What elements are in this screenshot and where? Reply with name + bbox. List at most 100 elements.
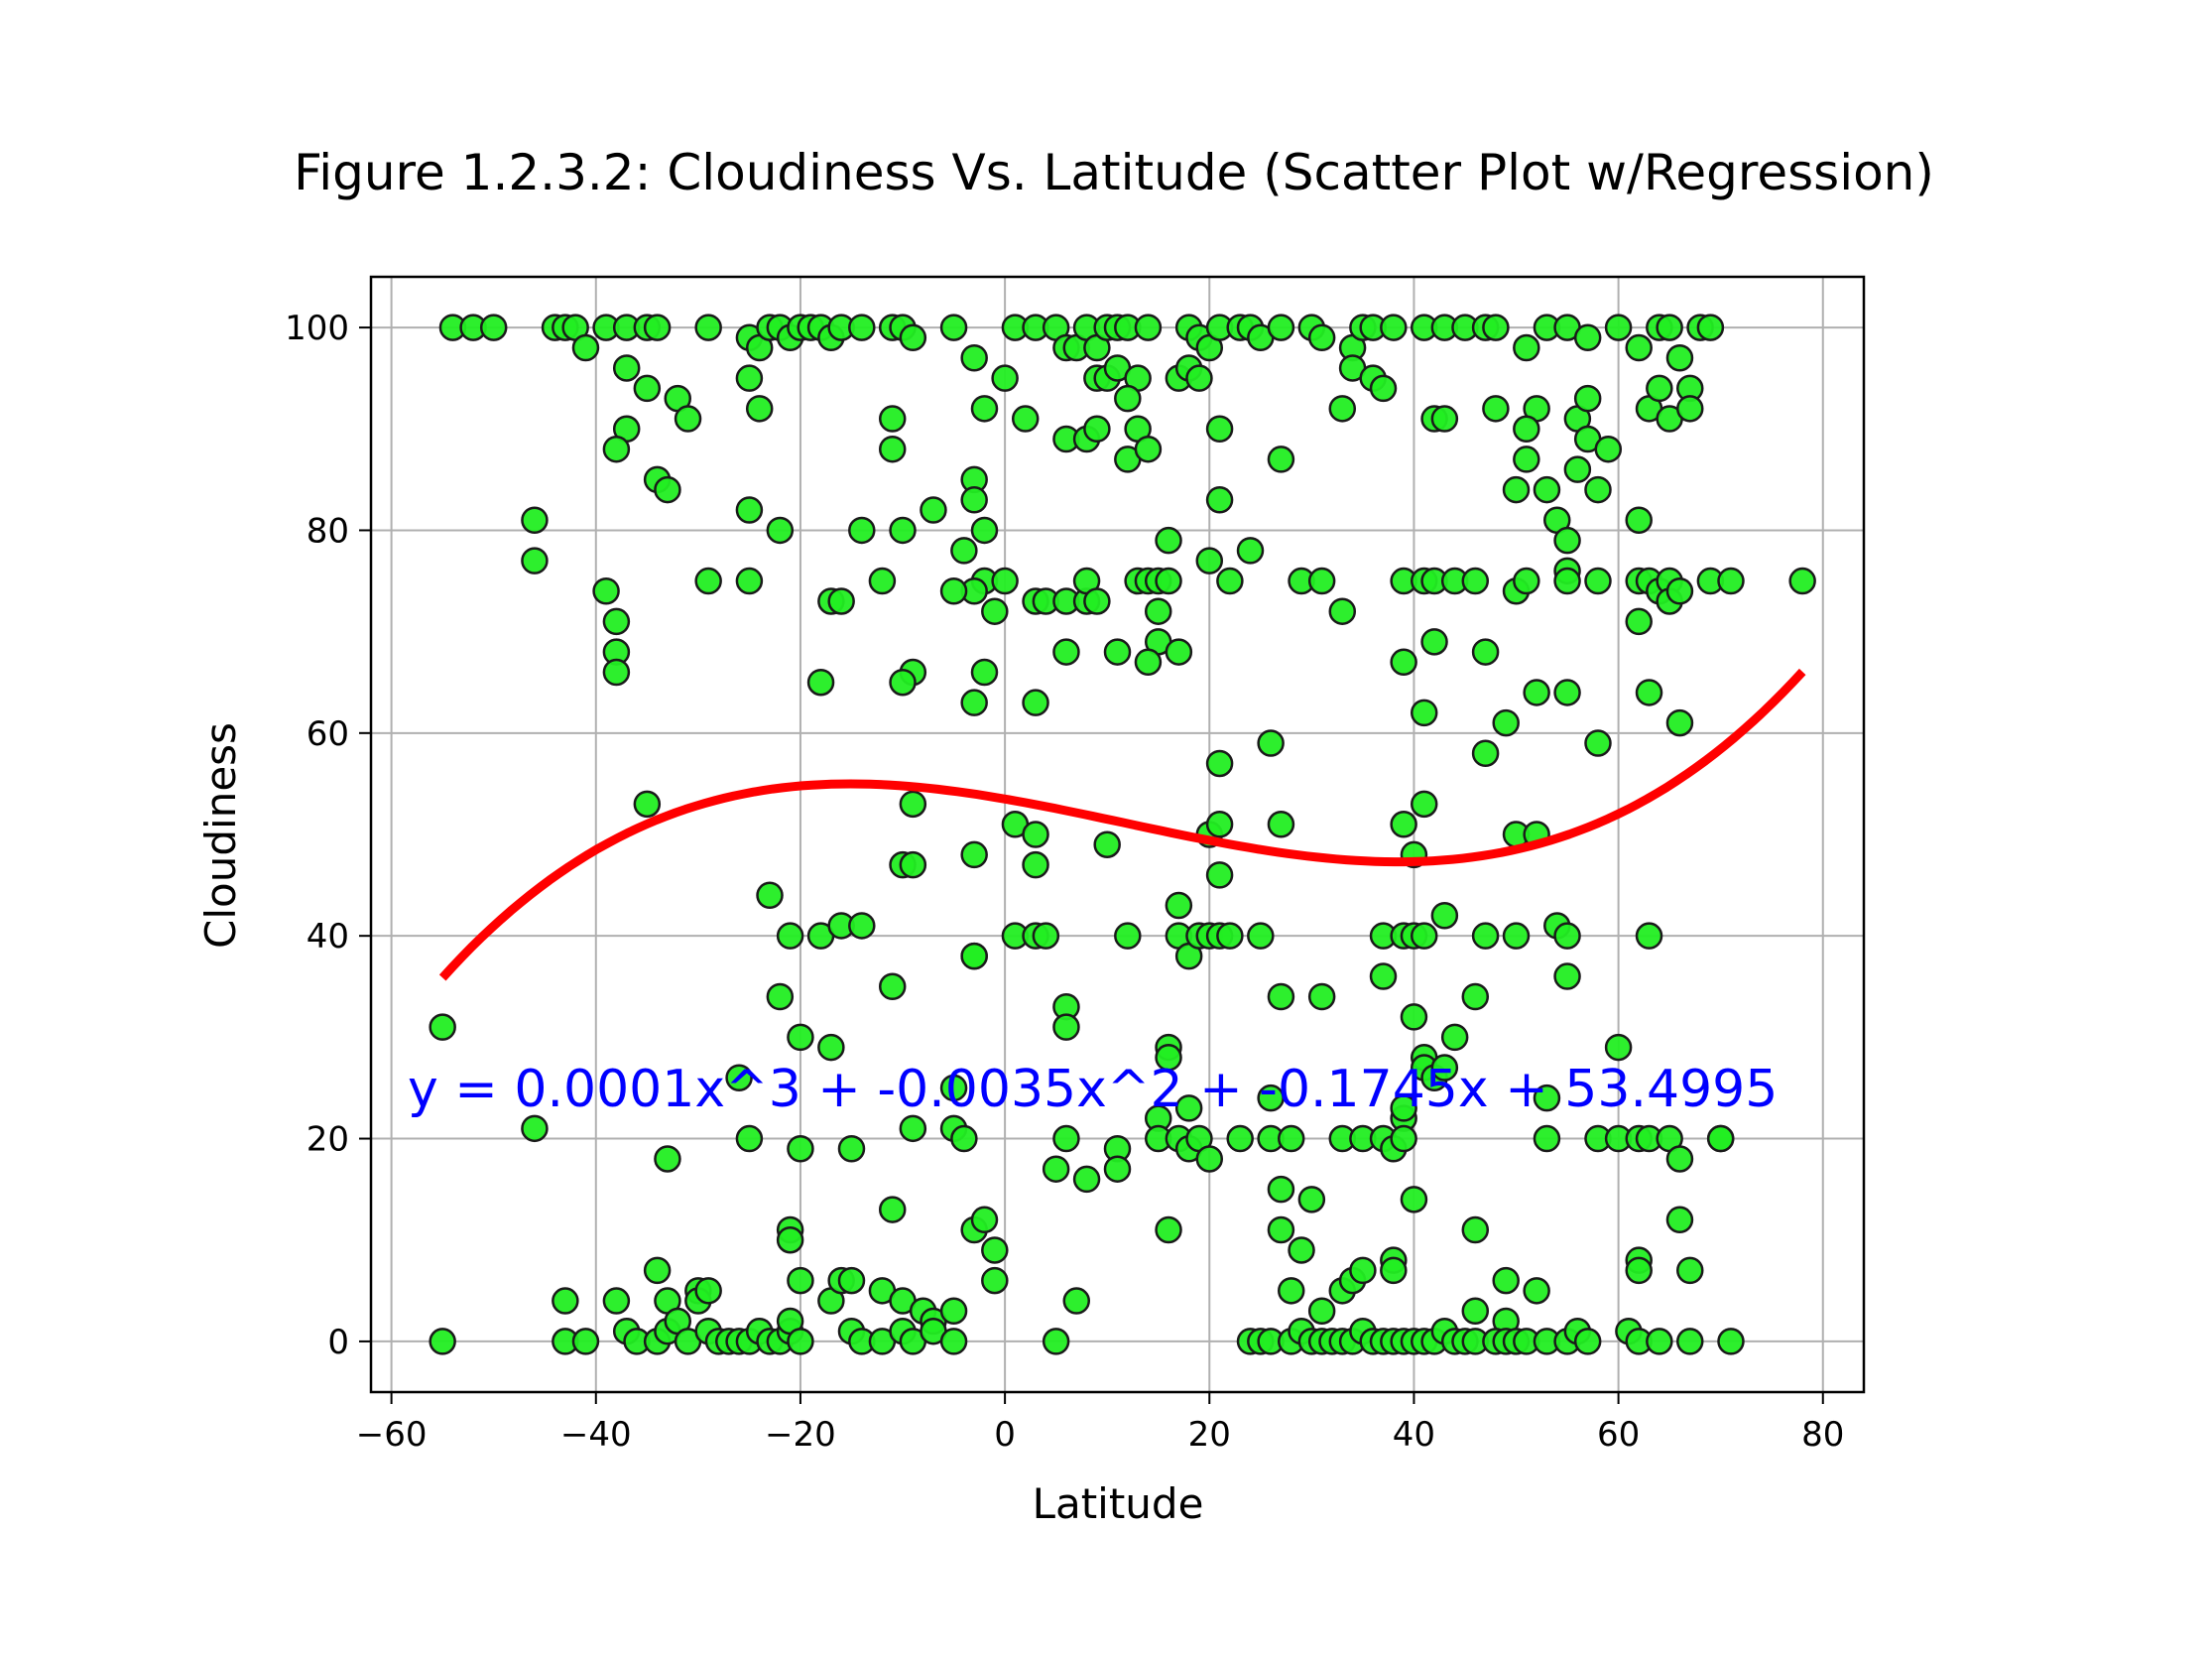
scatter-point — [1513, 415, 1540, 444]
scatter-point — [1267, 446, 1295, 473]
scatter-point — [1584, 475, 1612, 504]
scatter-point — [787, 1266, 814, 1295]
scatter-point — [612, 354, 641, 382]
scatter-point — [1349, 1256, 1377, 1285]
scatter-point — [1380, 1256, 1408, 1285]
scatter-point — [1430, 405, 1459, 433]
scatter-point — [1032, 922, 1060, 950]
scatter-point — [571, 1328, 600, 1355]
scatter-point — [1083, 587, 1111, 615]
scatter-point — [1205, 811, 1234, 838]
scatter-point — [1430, 901, 1459, 930]
scatter-point — [1307, 567, 1336, 595]
scatter-point — [1440, 1023, 1469, 1052]
scatter-point — [1093, 830, 1121, 858]
scatter-point — [1625, 1256, 1653, 1285]
scatter-point — [868, 567, 897, 595]
scatter-point — [1461, 982, 1490, 1011]
x-tick-label: −20 — [765, 1415, 836, 1455]
scatter-point — [1205, 749, 1234, 778]
scatter-point — [633, 790, 662, 819]
x-axis-label: Latitude — [1033, 1479, 1204, 1528]
scatter-point — [694, 567, 722, 595]
scatter-point — [1523, 679, 1550, 706]
scatter-point — [970, 395, 999, 423]
y-tick-label: 100 — [285, 309, 349, 348]
scatter-point — [602, 607, 631, 636]
scatter-point — [633, 374, 662, 403]
scatter-point — [694, 314, 722, 341]
scatter-point — [991, 364, 1019, 392]
scatter-point — [1114, 384, 1142, 413]
scatter-point — [1584, 729, 1612, 757]
scatter-point — [1696, 314, 1725, 341]
scatter-point — [1482, 395, 1510, 423]
scatter-point — [766, 516, 795, 545]
scatter-point — [1410, 790, 1438, 819]
scatter-point — [1288, 1236, 1315, 1264]
scatter-point — [1103, 1155, 1132, 1183]
scatter-point — [776, 1225, 804, 1254]
scatter-point — [970, 658, 999, 687]
scatter-point — [899, 323, 927, 352]
scatter-point — [1646, 374, 1673, 403]
scatter-point — [1553, 567, 1581, 595]
scatter-point — [429, 1328, 456, 1355]
scatter-point — [960, 942, 988, 970]
scatter-point — [1216, 567, 1244, 595]
chart-title: Figure 1.2.3.2: Cloudiness Vs. Latitude … — [294, 144, 1934, 201]
scatter-point — [1267, 1175, 1295, 1204]
scatter-point — [1513, 567, 1540, 595]
scatter-point — [889, 668, 917, 697]
scatter-point — [960, 689, 988, 716]
scatter-point — [1103, 638, 1132, 666]
scatter-point — [1011, 405, 1040, 433]
scatter-point — [1594, 435, 1623, 463]
y-tick-label: 20 — [307, 1120, 349, 1160]
scatter-point — [1022, 850, 1049, 879]
scatter-point — [1205, 486, 1234, 514]
scatter-point — [1267, 811, 1295, 838]
scatter-point — [1390, 1124, 1417, 1153]
scatter-points — [429, 314, 1816, 1355]
scatter-point — [889, 516, 917, 545]
scatter-point — [1257, 1084, 1285, 1112]
scatter-point — [1328, 395, 1357, 423]
scatter-point — [756, 881, 784, 910]
scatter-point — [1502, 922, 1531, 950]
scatter-point — [602, 1287, 631, 1315]
scatter-point — [991, 567, 1019, 595]
scatter-point — [1369, 374, 1398, 403]
scatter-point — [1083, 415, 1111, 444]
scatter-point — [827, 587, 855, 615]
scatter-point — [939, 1328, 968, 1355]
scatter-point — [1205, 861, 1234, 889]
scatter-point — [1665, 343, 1694, 372]
scatter-point — [1155, 526, 1182, 555]
scatter-point — [1195, 547, 1224, 574]
scatter-point — [1052, 1124, 1080, 1153]
scatter-point — [1226, 1124, 1254, 1153]
scatter-point — [1513, 333, 1540, 362]
scatter-point — [899, 790, 927, 819]
scatter-point — [1052, 1013, 1080, 1041]
scatter-point — [1625, 506, 1653, 534]
scatter-point — [817, 1033, 845, 1062]
x-tick-label: 20 — [1188, 1415, 1231, 1455]
scatter-point — [1665, 708, 1694, 737]
scatter-point — [1646, 1328, 1673, 1355]
scatter-point — [725, 1064, 753, 1091]
scatter-point — [1471, 638, 1500, 666]
scatter-point — [1604, 1033, 1633, 1062]
scatter-point — [878, 405, 907, 433]
scatter-point — [1717, 1328, 1745, 1355]
scatter-point — [1267, 1215, 1295, 1244]
scatter-point — [806, 668, 835, 697]
scatter-point — [1410, 922, 1438, 950]
scatter-point — [970, 1206, 999, 1234]
scatter-point — [1461, 567, 1490, 595]
scatter-point — [1573, 384, 1602, 413]
axis-ticks: −60 −40 −20 0 20 40 60 80 0 20 40 60 80 100 — [285, 309, 1844, 1455]
scatter-point — [1205, 415, 1234, 444]
